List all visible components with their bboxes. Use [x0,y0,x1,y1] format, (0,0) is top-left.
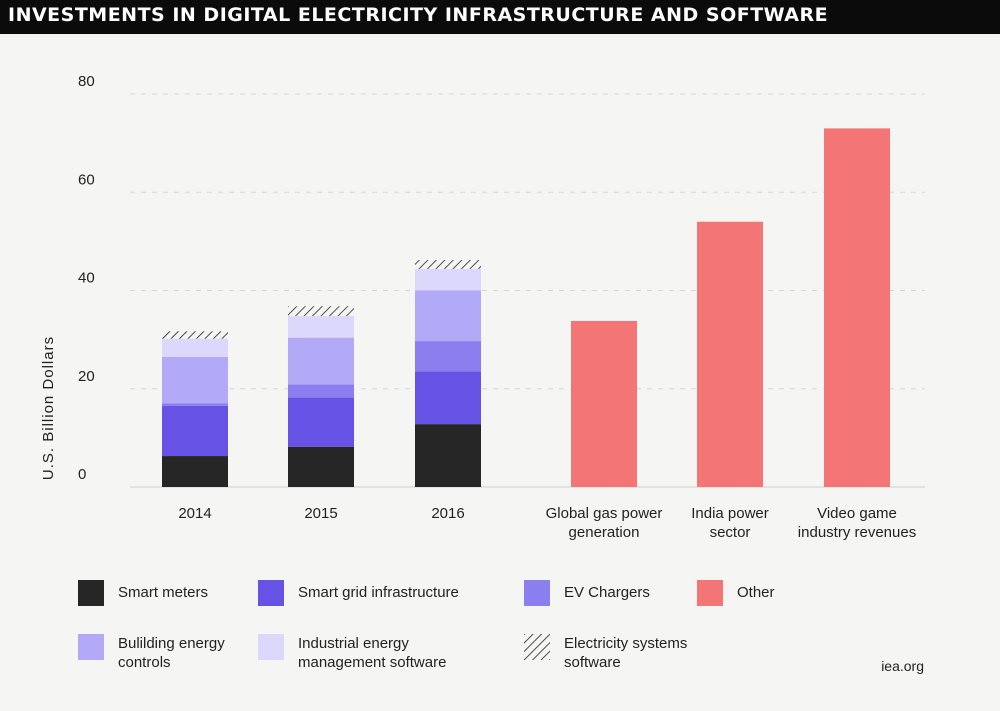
bar-segment-ev-chargers [415,341,481,372]
x-tick-label-line: generation [569,524,640,541]
x-tick-label: 2014 [178,505,211,522]
y-tick-label: 40 [78,270,95,287]
y-tick-label: 80 [78,73,95,90]
bar-segment-smart-meters [288,446,354,487]
x-tick-label: Global gas power generation [546,505,663,541]
x-tick-label-line: industry revenues [798,524,916,541]
x-tick-label: 2015 [304,505,337,522]
x-tick-label-line: 2016 [431,505,464,522]
bar-segment-smart-meters [162,456,228,487]
bars [162,128,890,487]
x-tick-label: 2016 [431,505,464,522]
x-tick-labels: 2014 2015 2016 Global gas power generation In… [178,505,916,541]
bar-segment-ev-chargers [162,403,228,406]
bar-segment-industrial-energy [162,338,228,357]
bar-segment-other [571,320,637,487]
bar-segment-electricity-software [415,260,481,269]
bar-segment-other [824,128,890,487]
title-bar: INVESTMENTS IN DIGITAL ELECTRICITY INFRA… [0,0,1000,34]
y-tick-label: 60 [78,171,95,188]
bar-segment-ev-chargers [288,384,354,398]
bar-segment-industrial-energy [415,268,481,291]
grid-lines [130,93,925,488]
x-tick-label: India power sector [691,505,769,541]
x-tick-label-line: Global gas power [546,505,663,522]
bar-segment-building-energy [162,356,228,404]
x-tick-label: Video game industry revenues [798,505,916,541]
y-tick-label: 0 [78,466,86,483]
bar-segment-smart-grid [415,371,481,425]
x-tick-label-line: 2014 [178,505,211,522]
bar-segment-building-energy [288,337,354,385]
x-tick-label-line: 2015 [304,505,337,522]
bar-segment-electricity-software [288,306,354,317]
y-axis-label: U.S. Billion Dollars [40,336,57,480]
x-tick-label-line: Video game [817,505,897,522]
x-tick-label-line: India power [691,505,769,522]
x-tick-label-line: sector [710,524,751,541]
bar-segment-smart-grid [288,397,354,447]
y-tick-labels: 0 20 40 60 80 [78,73,95,483]
bar-segment-smart-meters [415,424,481,487]
bar-segment-other [697,221,763,487]
source-credit: iea.org [881,658,924,674]
chart-title: INVESTMENTS IN DIGITAL ELECTRICITY INFRA… [8,4,829,26]
bar-segment-building-energy [415,290,481,342]
bar-segment-smart-grid [162,405,228,457]
y-tick-label: 20 [78,368,95,385]
bar-segment-electricity-software [162,331,228,339]
bar-segment-industrial-energy [288,316,354,338]
